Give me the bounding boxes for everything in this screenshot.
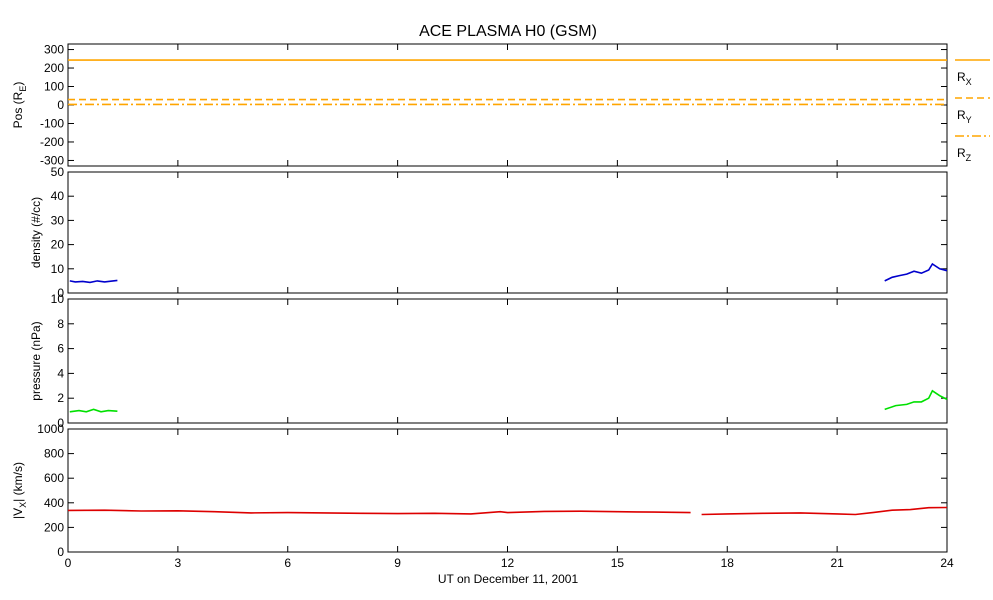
panel-density: 50 40 30 20 10 0 density (#/cc)	[29, 165, 948, 300]
series-pressure-0-1	[884, 389, 948, 411]
y-tick-label-density: 10	[51, 262, 65, 276]
y-tick-label-density: 20	[51, 238, 65, 252]
y-tick-label-vx: 400	[44, 496, 64, 510]
y-tick-label-vx: 0	[57, 545, 64, 559]
y-tick-label-pressure: 2	[57, 391, 64, 405]
chart-title: ACE PLASMA H0 (GSM)	[419, 23, 597, 40]
legend-label-z: RZ	[957, 146, 972, 163]
x-tick-label: 9	[394, 556, 401, 570]
panel-pos: 300 200 100 0 -100 -200 -300 Pos (RE)	[11, 43, 948, 167]
x-tick-label: 24	[940, 556, 954, 570]
y-tick-label-pos: -200	[40, 135, 64, 149]
panel-frame-density	[67, 171, 948, 294]
series-vx-0-0	[67, 509, 691, 515]
y-tick-label-density: 30	[51, 213, 65, 227]
y-tick-label-pos: 300	[44, 43, 64, 57]
y-tick-label-vx: 800	[44, 447, 64, 461]
y-tick-label-density: 0	[57, 286, 64, 300]
x-tick-label: 0	[65, 556, 72, 570]
y-axis-label-vx: |VX| (km/s)	[11, 462, 28, 519]
x-tick-label: 18	[721, 556, 735, 570]
x-axis-label: UT on December 11, 2001	[438, 572, 579, 586]
legend-label-y: RY	[957, 108, 972, 125]
y-tick-label-pos: 0	[57, 98, 64, 112]
panel-frame-pressure	[67, 298, 948, 424]
y-axis-label-density: density (#/cc)	[29, 197, 43, 268]
x-tick-label: 6	[284, 556, 291, 570]
y-tick-label-pos: -300	[40, 153, 64, 167]
x-tick-label: 15	[611, 556, 625, 570]
panel-vx: 1000 800 600 400 200 0 |VX| (km/s)	[11, 422, 948, 559]
series-pressure-0-0	[69, 408, 118, 413]
series-density-0-1	[884, 262, 948, 282]
y-tick-label-pos: 200	[44, 61, 64, 75]
y-tick-label-pos: 100	[44, 80, 64, 94]
x-tick-label: 3	[175, 556, 182, 570]
y-tick-label-pressure: 4	[57, 366, 64, 380]
y-tick-label-pressure: 8	[57, 317, 64, 331]
y-tick-label-vx: 600	[44, 471, 64, 485]
series-density-0-0	[69, 279, 118, 284]
y-tick-label-vx: 1000	[37, 422, 64, 436]
position-legend: RX RY RZ	[955, 59, 990, 163]
y-tick-label-density: 40	[51, 189, 65, 203]
y-tick-label-vx: 200	[44, 520, 64, 534]
panel-frame-vx	[67, 428, 948, 553]
y-axis-label-pos: Pos (RE)	[11, 82, 28, 129]
x-axis: 0 3 6 9 12 15 18 21 24	[65, 556, 954, 570]
series-vx-0-1	[701, 506, 948, 516]
y-tick-label-pressure: 10	[51, 292, 65, 306]
y-tick-label-density: 50	[51, 165, 65, 179]
x-tick-label: 12	[501, 556, 515, 570]
legend-label-x: RX	[957, 70, 972, 87]
y-tick-label-pressure: 6	[57, 342, 64, 356]
y-tick-label-pressure: 0	[57, 416, 64, 430]
y-tick-label-pos: -100	[40, 116, 64, 130]
y-axis-label-pressure: pressure (nPa)	[29, 321, 43, 400]
panel-pressure: 10 8 6 4 2 0 pressure (nPa)	[29, 292, 948, 430]
x-tick-label: 21	[830, 556, 844, 570]
